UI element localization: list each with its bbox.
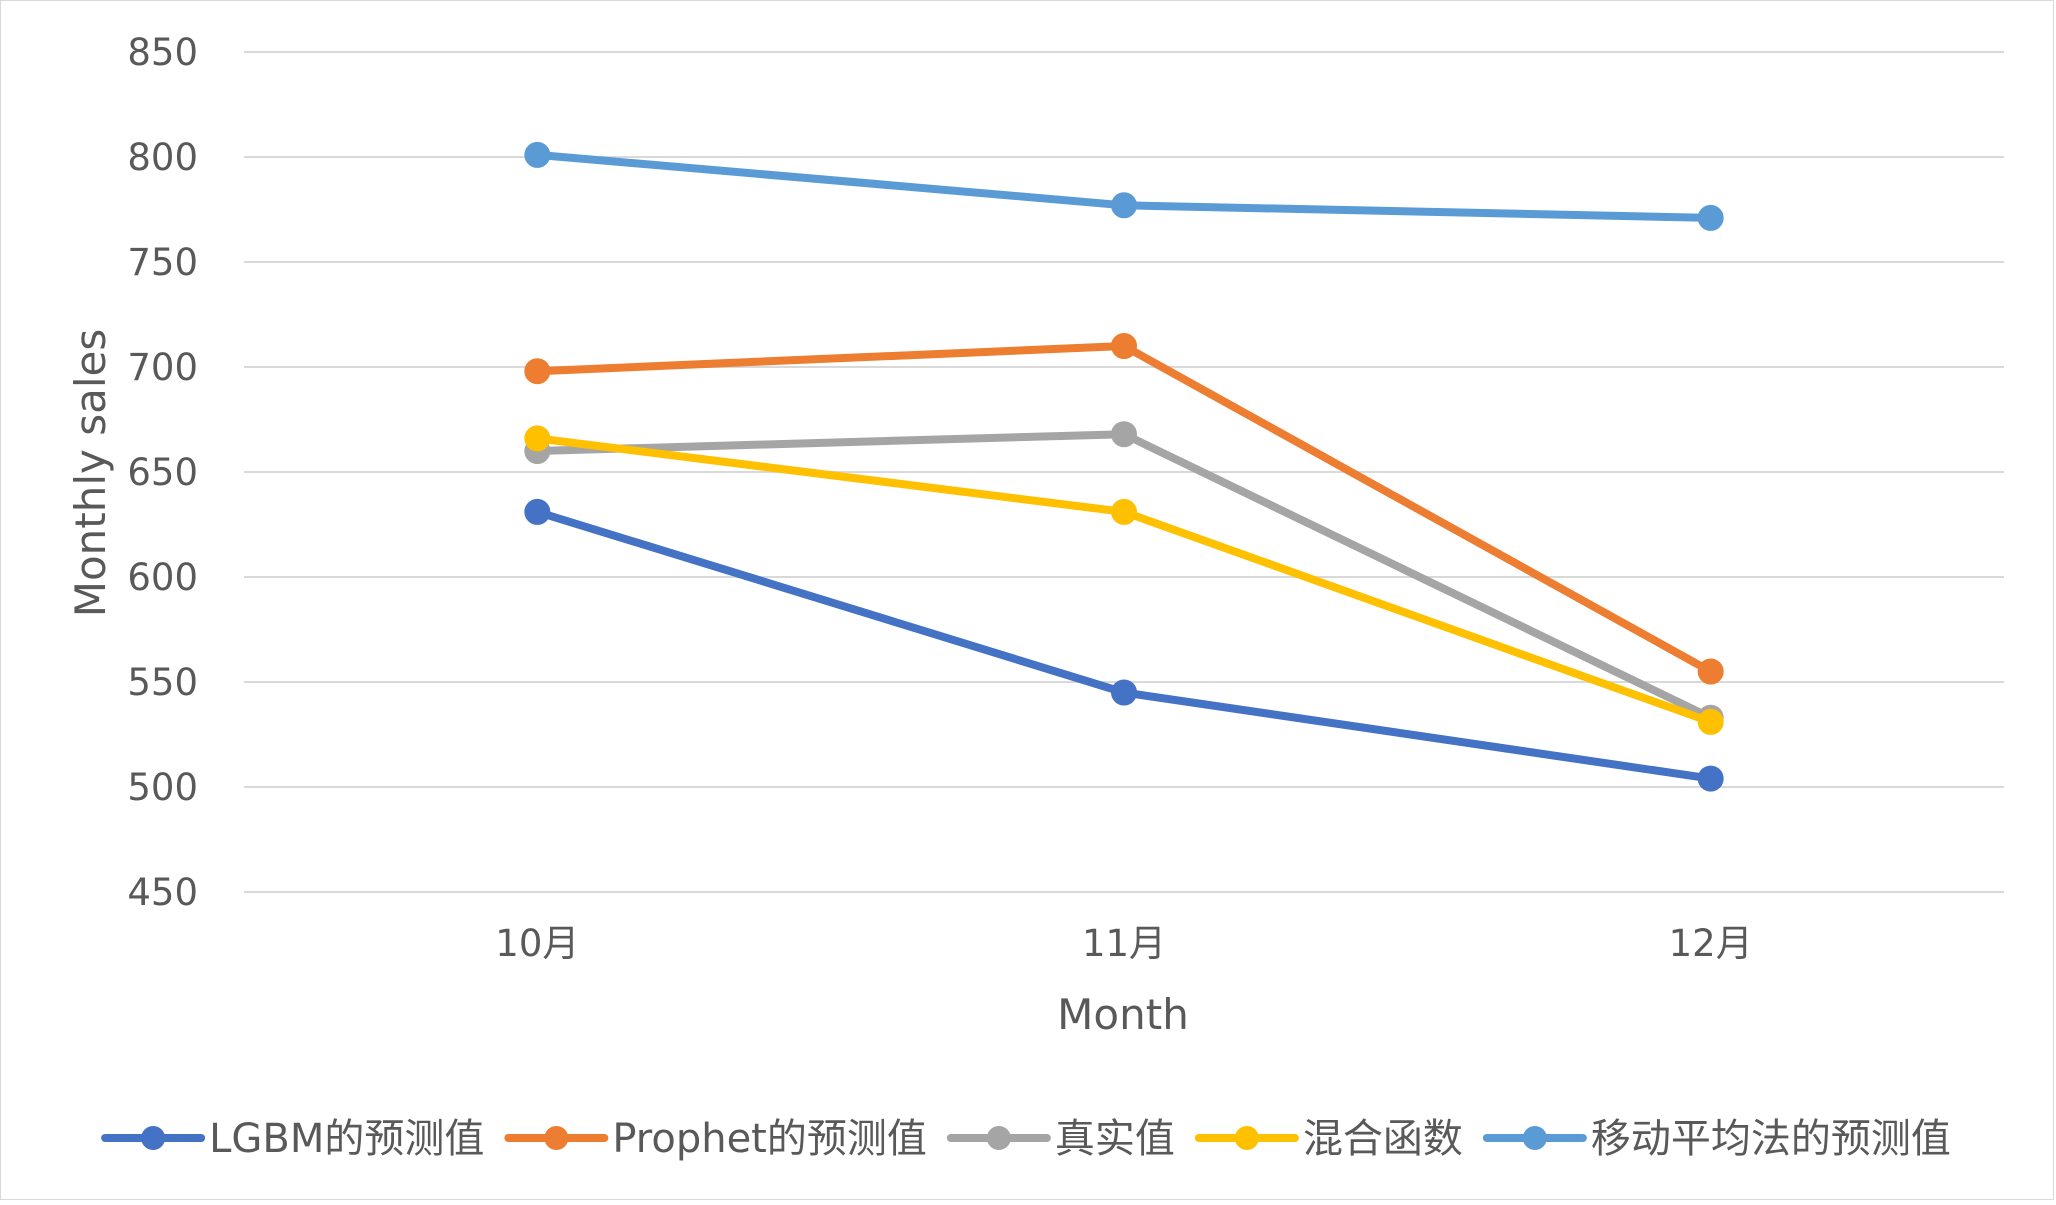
legend-swatch-marker xyxy=(1522,1126,1547,1150)
x-tick-label: 11月 xyxy=(1082,922,1166,965)
y-tick-label: 450 xyxy=(127,871,198,914)
data-point xyxy=(1697,708,1724,735)
y-tick-label: 600 xyxy=(127,556,198,599)
data-point xyxy=(1111,679,1137,706)
data-point xyxy=(1111,498,1137,525)
series-line xyxy=(533,434,1715,726)
legend: LGBM的预测值 Prophet的预测值 真实值 混合函数 移动平均法的预测值 xyxy=(101,1116,1951,1162)
series-0 xyxy=(524,498,1724,792)
data-point xyxy=(524,425,551,452)
x-axis-ticks: 10月 11月 12月 xyxy=(495,922,1752,965)
legend-swatch-marker xyxy=(544,1126,569,1150)
y-tick-label: 800 xyxy=(127,136,198,179)
y-tick-label: 750 xyxy=(127,241,198,284)
y-tick-label: 500 xyxy=(127,766,198,809)
gridlines xyxy=(244,51,2004,893)
series-lines xyxy=(524,141,1724,792)
x-axis-title: Month xyxy=(1057,990,1189,1039)
series-4 xyxy=(524,141,1724,231)
legend-swatch-marker xyxy=(986,1126,1011,1150)
legend-item: Prophet的预测值 xyxy=(504,1116,927,1162)
data-point xyxy=(1111,192,1137,219)
legend-label: Prophet的预测值 xyxy=(612,1116,927,1162)
y-axis-ticks: 450 500 550 600 650 700 750 800 850 xyxy=(127,31,198,914)
legend-item: LGBM的预测值 xyxy=(101,1116,484,1162)
legend-swatch-marker xyxy=(1234,1126,1259,1150)
legend-swatch-marker xyxy=(141,1126,166,1150)
series-3 xyxy=(524,425,1724,735)
data-point xyxy=(1111,421,1137,448)
x-tick-label: 12月 xyxy=(1669,922,1753,965)
data-point xyxy=(1697,765,1724,792)
y-tick-label: 850 xyxy=(127,31,198,74)
data-point xyxy=(1111,333,1137,359)
data-point xyxy=(524,141,551,168)
data-point xyxy=(524,358,551,385)
data-point xyxy=(1697,658,1724,685)
data-point xyxy=(1697,204,1724,231)
legend-item: 混合函数 xyxy=(1194,1116,1463,1162)
legend-label: LGBM的预测值 xyxy=(209,1116,484,1162)
series-1 xyxy=(524,333,1724,685)
legend-label: 移动平均法的预测值 xyxy=(1591,1116,1951,1162)
y-tick-label: 700 xyxy=(127,346,198,389)
legend-item: 移动平均法的预测值 xyxy=(1482,1116,1951,1162)
data-point xyxy=(524,498,551,525)
x-tick-label: 10月 xyxy=(495,922,579,965)
legend-label: 真实值 xyxy=(1055,1116,1175,1162)
y-tick-label: 550 xyxy=(127,661,198,704)
y-tick-label: 650 xyxy=(127,451,198,494)
series-line xyxy=(533,507,1715,783)
y-axis-title: Monthly sales xyxy=(66,329,115,618)
legend-item: 真实值 xyxy=(946,1116,1175,1162)
legend-label: 混合函数 xyxy=(1303,1116,1463,1162)
